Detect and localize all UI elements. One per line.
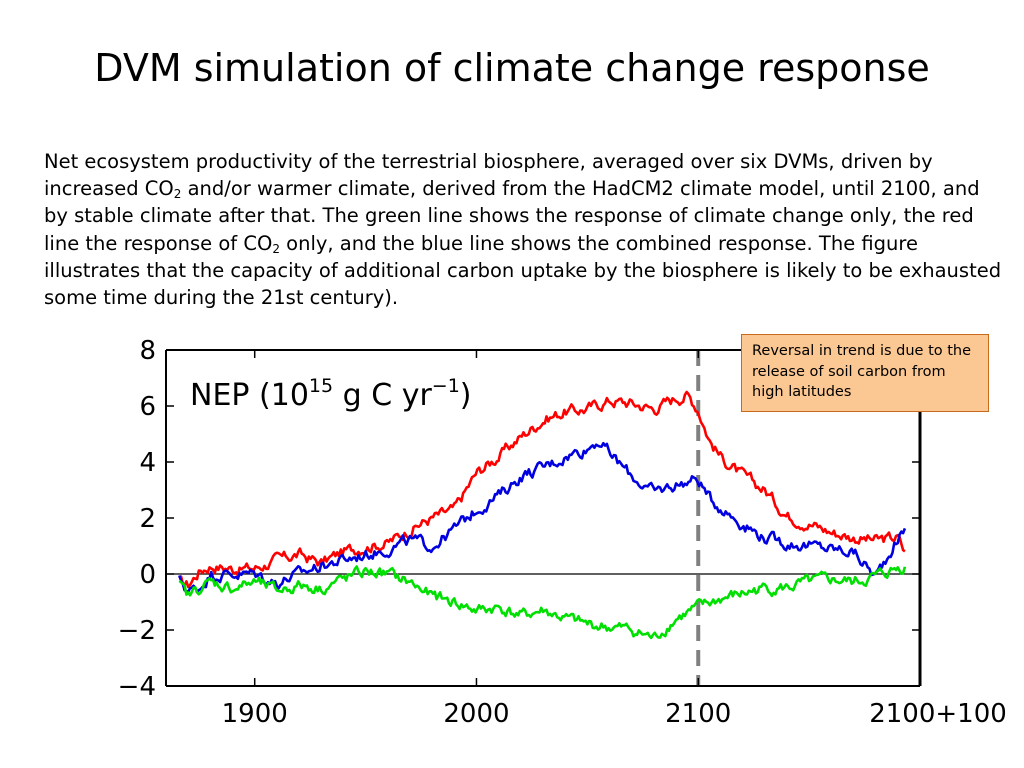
y-tick-label: 8 xyxy=(139,336,156,366)
caption-text-1: Net ecosystem productivity of the terres… xyxy=(44,150,933,201)
x-tick-label: 2100 xyxy=(665,699,731,729)
y-tick-label: 2 xyxy=(139,504,156,534)
y-tick-label: 0 xyxy=(139,560,156,590)
x-tick-label: 2000 xyxy=(443,699,509,729)
caption-sub-2: 2 xyxy=(272,241,280,256)
x-tick-label: 1900 xyxy=(222,699,288,729)
y-tick-label: −2 xyxy=(118,616,156,646)
caption-sub-1: 2 xyxy=(173,187,182,202)
chart-title: NEP (1015 g C yr−1) xyxy=(190,375,472,413)
slide-title: DVM simulation of climate change respons… xyxy=(94,46,930,90)
series-blue-combined xyxy=(178,441,907,594)
annotation-box: Reversal in trend is due to the release … xyxy=(741,334,989,412)
y-tick-label: 4 xyxy=(139,448,156,478)
series-green-climate-only xyxy=(178,565,907,640)
slide-caption: Net ecosystem productivity of the terres… xyxy=(44,148,1004,311)
x-tick-label: 2100+100 xyxy=(869,699,1007,729)
y-tick-label: 6 xyxy=(139,392,156,422)
caption-text-3: only, and the blue line shows the combin… xyxy=(44,231,1002,310)
y-tick-label: −4 xyxy=(118,672,156,702)
series-red-co2-only xyxy=(178,390,906,589)
caption-text-2: and/or warmer climate, derived from the … xyxy=(44,177,980,255)
